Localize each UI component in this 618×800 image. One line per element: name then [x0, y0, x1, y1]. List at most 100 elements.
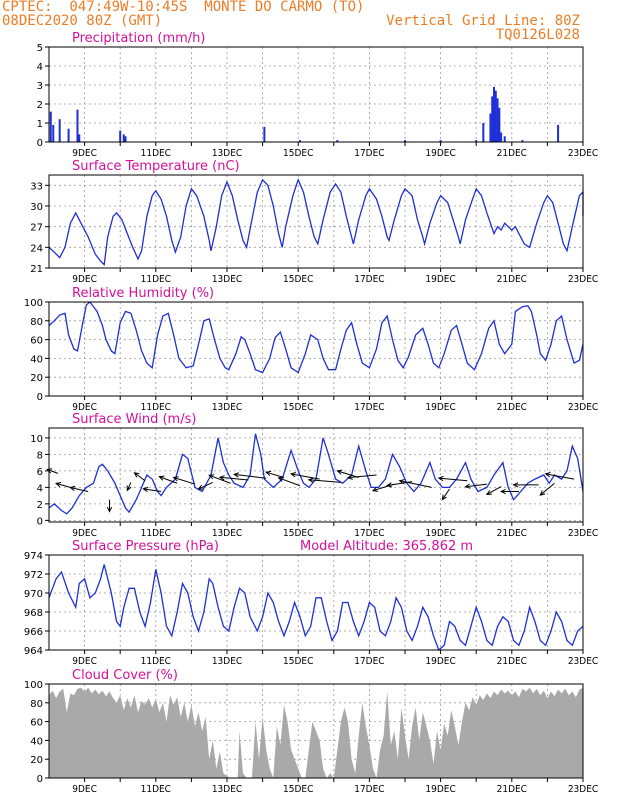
rh-xtick-label: 9DEC [72, 402, 97, 413]
wind-arrow [441, 488, 450, 500]
wind-arrow-head [126, 485, 132, 492]
pressure-xtick-label: 9DEC [72, 656, 97, 667]
precip-bar [557, 124, 560, 142]
precip-frame [48, 46, 584, 143]
precip-bar [521, 140, 524, 142]
wind-ytick-label: 8 [37, 450, 43, 461]
wind-xtick-label: 15DEC [283, 528, 313, 539]
rh-ytick-label: 40 [30, 354, 43, 365]
temp-ytick-label: 30 [30, 202, 43, 213]
precip-bar [503, 136, 506, 142]
precip-xtick-label: 19DEC [425, 148, 455, 159]
precip-bar [500, 132, 503, 142]
precip-ytick-label: 0 [37, 138, 43, 149]
rh-xtick-label: 11DEC [141, 402, 171, 413]
wind-arrow-head [55, 482, 62, 488]
cloud-ytick-label: 60 [30, 718, 43, 729]
rh-ytick-label: 100 [24, 298, 43, 309]
cloud-xtick-label: 17DEC [354, 784, 384, 795]
precip-ytick-label: 5 [37, 43, 43, 54]
cloud-ytick-label: 100 [24, 680, 43, 691]
wind-arrow-head [158, 475, 165, 481]
wind-arrow-head [277, 476, 284, 482]
cloud-xtick-label: 13DEC [212, 784, 242, 795]
rh-ytick-label: 60 [30, 336, 43, 347]
wind-arrow [308, 479, 341, 483]
wind-title: Surface Wind (m/s) [72, 412, 196, 427]
wind-arrow-head [232, 472, 240, 478]
wind-arrow-head [398, 479, 405, 485]
wind-arrow [143, 488, 162, 492]
wind-arrow-head [289, 472, 297, 478]
precip-bar [482, 123, 485, 142]
wind-arrow [219, 476, 249, 481]
header-model: TQ0126L028 [495, 27, 580, 43]
pressure-panel: Surface Pressure (hPa) Model Altitude: 36… [24, 539, 598, 667]
wind-arrow [134, 472, 146, 482]
temp-ytick-label: 27 [30, 223, 43, 234]
wind-arrow [198, 481, 213, 490]
precip-xtick-label: 15DEC [283, 148, 313, 159]
wind-arrow [438, 477, 468, 482]
temp-ytick-label: 33 [30, 181, 43, 192]
precip-bar [498, 107, 501, 142]
wind-panel: Surface Wind (m/s) 0 2 4 6 8 10 9DEC 11DEC 13DEC 1… [30, 412, 598, 539]
precip-xtick-label: 21DEC [497, 148, 527, 159]
wind-arrow [347, 474, 377, 479]
rh-ytick-label: 20 [30, 373, 43, 384]
pressure-annotation: Model Altitude: 365.862 m [300, 539, 473, 554]
precip-bar [78, 134, 81, 142]
wind-arrow-head [133, 472, 140, 478]
pressure-xtick-label: 11DEC [141, 656, 171, 667]
wind-xtick-label: 9DEC [72, 528, 97, 539]
wind-arrow-head [336, 469, 343, 475]
cloud-title: Cloud Cover (%) [72, 668, 178, 683]
wind-arrow-head [197, 484, 204, 490]
cloud-xtick-label: 19DEC [425, 784, 455, 795]
rh-frame [48, 301, 584, 397]
wind-arrow-head [106, 506, 113, 513]
wind-arrow-head [441, 494, 447, 501]
cloud-xtick-label: 23DEC [568, 784, 598, 795]
pressure-ytick-label: 966 [24, 627, 43, 638]
wind-xtick-label: 11DEC [141, 528, 171, 539]
wind-arrow-head [46, 468, 53, 474]
precip-panel: Precipitation (mm/h) 0 1 2 3 4 5 9DEC 11DEC 13DEC… [37, 31, 599, 159]
rh-xtick-label: 21DEC [497, 402, 527, 413]
wind-arrow-head [218, 475, 225, 481]
rh-xtick-label: 23DEC [568, 402, 598, 413]
wind-arrow [55, 482, 71, 488]
wind-ytick-label: 4 [37, 483, 43, 494]
cloud-xtick-label: 21DEC [497, 784, 527, 795]
precip-bar [404, 140, 406, 142]
temp-line [48, 177, 584, 266]
wind-arrow-head [172, 476, 179, 482]
wind-ytick-label: 6 [37, 467, 43, 478]
wind-arrow-head [544, 472, 551, 478]
precip-xtick-label: 17DEC [354, 148, 384, 159]
rh-title: Relative Humidity (%) [72, 286, 214, 301]
precip-bar [491, 96, 494, 142]
temp-panel: Surface Temperature (nC) 21 24 27 30 33 9DEC 11… [30, 159, 598, 285]
pressure-xtick-label: 19DEC [425, 656, 455, 667]
header-station: CPTEC: 047:49W-10:45S MONTE DO CARMO (TO… [2, 0, 365, 15]
wind-arrow [209, 474, 231, 484]
rh-line [48, 301, 584, 374]
rh-ytick-label: 0 [37, 392, 43, 403]
cloud-xtick-label: 11DEC [141, 784, 171, 795]
wind-arrow-head [371, 486, 378, 492]
cloud-panel: Cloud Cover (%) 0 20 40 60 80 100 9DEC 11DEC 13DE… [24, 668, 598, 795]
temp-xtick-label: 11DEC [141, 274, 171, 285]
wind-xtick-label: 19DEC [425, 528, 455, 539]
cloud-ytick-label: 0 [37, 774, 43, 785]
wind-arrow-head [437, 475, 444, 482]
precip-bar [336, 140, 339, 142]
cloud-ytick-label: 20 [30, 755, 43, 766]
rh-xtick-label: 17DEC [354, 402, 384, 413]
header-grid-line: Vertical Grid Line: 80Z [386, 13, 580, 29]
wind-arrow-head [512, 482, 519, 488]
precip-bar [122, 134, 125, 142]
temp-xtick-label: 23DEC [568, 274, 598, 285]
pressure-ytick-label: 968 [24, 608, 43, 619]
